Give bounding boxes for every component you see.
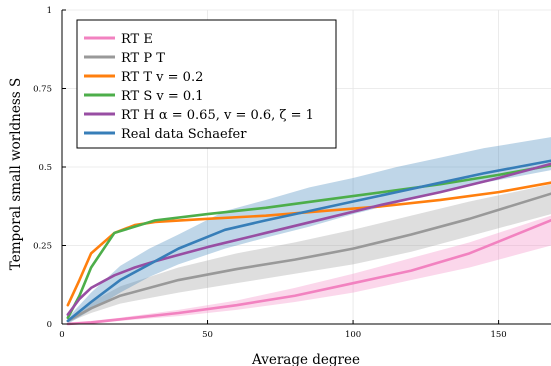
y-tick-label: 0 [47, 320, 52, 330]
series-lines [66, 159, 551, 326]
ticks: 0 50 100 150 0 0.25 0.5 0.75 1 [33, 6, 507, 340]
x-tick-label: 50 [202, 330, 213, 340]
line-series-1 [66, 192, 551, 323]
legend-label-5: Real data Schaefer [121, 127, 247, 142]
x-tick-label: 100 [345, 330, 361, 340]
x-tick-label: 150 [490, 330, 506, 340]
x-tick-label: 0 [59, 330, 64, 340]
y-tick-label: 0.75 [33, 85, 52, 95]
y-axis-label: Temporal small worldness S [8, 78, 24, 271]
y-tick-label: 0.25 [33, 242, 52, 252]
legend-box [76, 19, 337, 149]
legend-label-4: RT H α = 0.65, v = 0.6, ζ = 1 [121, 108, 314, 123]
band-series-1 [67, 184, 551, 323]
line-series-5 [66, 159, 551, 323]
y-tick-label: 1 [47, 6, 52, 16]
legend-label-0: RT E [121, 32, 153, 47]
legend-label-1: RT P T [121, 51, 165, 66]
legend-label-2: RT T v = 0.2 [121, 70, 203, 85]
x-axis-label: Average degree [251, 352, 360, 366]
line-series-3 [66, 164, 551, 320]
band-series-0 [67, 215, 551, 324]
y-tick-label: 0.5 [38, 163, 52, 173]
line-series-4 [66, 162, 551, 316]
line-series-2 [66, 181, 551, 307]
line-series-0 [66, 219, 551, 326]
legend: RT E RT P T RT T v = 0.2 RT S v = 0.1 RT H α… [76, 19, 337, 149]
legend-label-3: RT S v = 0.1 [121, 89, 204, 104]
